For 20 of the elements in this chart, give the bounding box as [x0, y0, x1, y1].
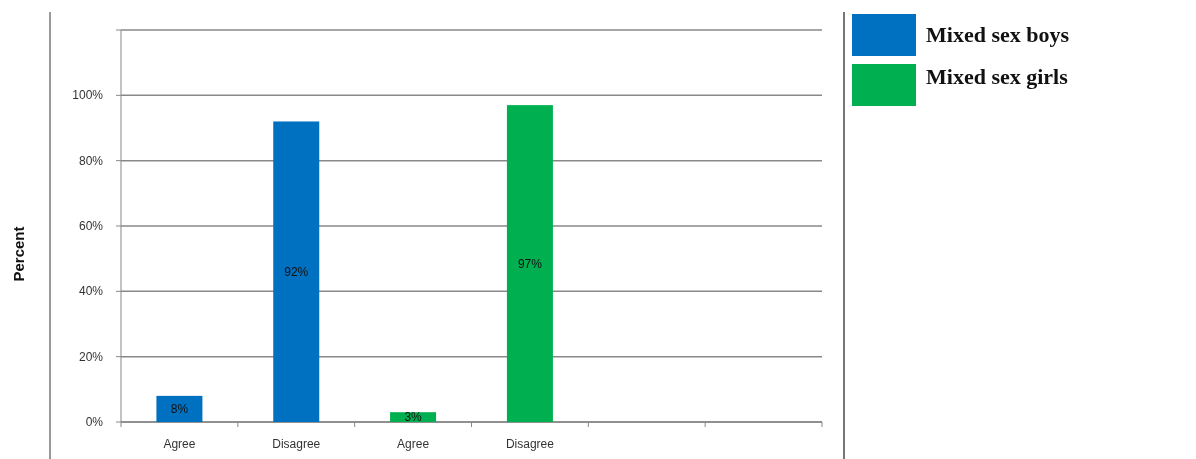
legend-label: Mixed sex boys [926, 22, 1070, 47]
y-tick-label: 100% [72, 88, 104, 103]
x-tick-label: Agree [163, 437, 196, 451]
x-tick-label: Disagree [272, 437, 321, 451]
data-label: 92% [284, 264, 309, 279]
y-tick-label: 40% [78, 284, 104, 299]
x-tick-label: Disagree [505, 437, 555, 451]
y-axis-title: Percent [10, 226, 27, 282]
y-tick-label: 20% [78, 349, 104, 364]
bar [506, 105, 553, 422]
data-label: 97% [517, 256, 543, 271]
y-tick-label: 0% [85, 415, 104, 429]
bar [156, 395, 203, 422]
y-tick-label: 60% [78, 219, 104, 233]
legend-label: Mixed sex girls [926, 64, 1069, 89]
x-tick-label: Agree [397, 437, 430, 451]
data-label: 8% [170, 401, 189, 416]
data-label: 3% [404, 410, 423, 425]
bar [273, 121, 320, 422]
y-tick-label: 80% [78, 153, 104, 168]
